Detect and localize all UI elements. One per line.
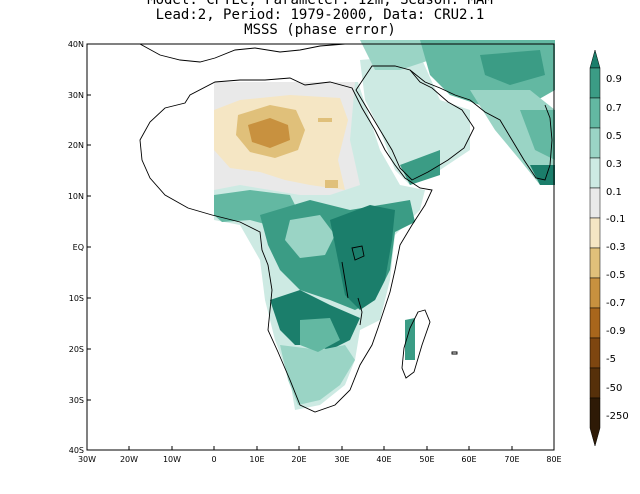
lon-label-20w: 20W (120, 455, 138, 464)
data-shading (214, 40, 555, 410)
title-line-2: Lead:2, Period: 1979-2000, Data: CRU2.1 (155, 7, 485, 23)
colorbar: 0.9 0.7 0.5 0.3 0.1 -0.1 -0.3 -0.5 -0.7 … (589, 49, 629, 447)
lon-label-30w: 30W (78, 455, 96, 464)
colorbar-swatch-top-arrow (589, 49, 601, 69)
shade-yemen (400, 150, 440, 185)
lon-axis: 30W 20W 10W 0 10E 20E 30E 40E 50E 60E 70… (78, 446, 562, 464)
colorbar-swatch (589, 67, 601, 99)
lat-label-eq: EQ (73, 243, 84, 252)
shade-south-africa (280, 345, 355, 405)
lon-label-40e: 40E (376, 455, 391, 464)
shade-middle-east (360, 40, 430, 70)
colorbar-label--0.5: -0.5 (606, 270, 626, 281)
shade-east-africa (330, 205, 395, 310)
lon-label-0: 0 (211, 455, 216, 464)
colorbar-labels: 0.9 0.7 0.5 0.3 0.1 -0.1 -0.3 -0.5 -0.7 … (606, 74, 629, 422)
coastlines (139, 43, 553, 413)
colorbar-label-0.5: 0.5 (606, 131, 622, 142)
colorbar-swatch (589, 217, 601, 249)
lat-axis: 40N 30N 20N 10N EQ 10S 20S 30S 40S (68, 40, 91, 455)
title-line-3: MSSS (phase error) (244, 22, 396, 38)
colorbar-label--50: -50 (606, 383, 622, 394)
lon-label-80e: 80E (546, 455, 561, 464)
colorbar-swatch-bottom-arrow (589, 397, 601, 447)
shade-iran-dark (480, 50, 545, 85)
lat-label-10s: 10S (69, 294, 84, 303)
colorbar-swatch (589, 97, 601, 129)
colorbar-swatch (589, 187, 601, 219)
lon-label-60e: 60E (461, 455, 476, 464)
lon-label-10e: 10E (249, 455, 264, 464)
lake-malawi (357, 297, 363, 326)
lon-label-30e: 30E (334, 455, 349, 464)
title-line-1: Model: CPTEC, Parameter: 12m, Season: MA… (147, 0, 493, 8)
mediterranean-north (139, 43, 346, 63)
lon-label-50e: 50E (419, 455, 434, 464)
colorbar-label--5: -5 (606, 354, 616, 365)
lon-label-20e: 20E (291, 455, 306, 464)
colorbar-label--0.9: -0.9 (606, 326, 626, 337)
colorbar-swatch (589, 367, 601, 399)
shade-india-east (520, 110, 555, 160)
colorbar-label-0.1: 0.1 (606, 187, 622, 198)
lat-label-20n: 20N (68, 141, 84, 150)
colorbar-swatches (589, 49, 601, 447)
colorbar-label--0.7: -0.7 (606, 298, 626, 309)
lat-label-10n: 10N (68, 192, 84, 201)
shade-madagascar (405, 318, 415, 360)
lat-label-40n: 40N (68, 40, 84, 49)
lat-label-40s: 40S (69, 446, 84, 455)
colorbar-label--250: -250 (606, 411, 629, 422)
africa-coastline (139, 77, 433, 413)
lake-tanganyika (341, 261, 349, 299)
colorbar-label--0.1: -0.1 (606, 214, 626, 225)
colorbar-swatch (589, 277, 601, 309)
madagascar-coastline (401, 309, 431, 379)
shade-sahara-brown (248, 118, 290, 148)
arabia-coastline (355, 65, 475, 181)
colorbar-swatch (589, 157, 601, 189)
mauritius (451, 351, 458, 355)
colorbar-label--0.3: -0.3 (606, 242, 626, 253)
lake-victoria (351, 245, 365, 261)
colorbar-label-0.9: 0.9 (606, 74, 622, 85)
colorbar-swatch (589, 127, 601, 159)
india-coastline (469, 99, 553, 181)
colorbar-label-0.7: 0.7 (606, 103, 622, 114)
shade-tan-spot (318, 118, 332, 122)
colorbar-swatch (589, 307, 601, 339)
shade-kalahari (300, 318, 340, 352)
shade-arabia (360, 55, 470, 185)
persian-gulf (409, 69, 471, 101)
colorbar-swatch (589, 337, 601, 369)
lon-label-70e: 70E (504, 455, 519, 464)
colorbar-swatch (589, 247, 601, 279)
shade-congo-light (285, 215, 335, 258)
shade-tan-spot-2 (325, 180, 338, 188)
lat-label-20s: 20S (69, 345, 84, 354)
lat-label-30s: 30S (69, 396, 84, 405)
lon-label-10w: 10W (163, 455, 181, 464)
colorbar-label-0.3: 0.3 (606, 159, 622, 170)
lat-label-30n: 30N (68, 91, 84, 100)
